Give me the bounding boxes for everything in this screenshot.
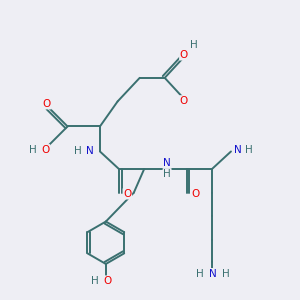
Text: O: O [43, 99, 51, 109]
Text: O: O [103, 276, 111, 286]
Text: O: O [41, 145, 50, 155]
Text: O: O [180, 96, 188, 106]
Text: H: H [163, 169, 171, 179]
Text: H: H [91, 276, 98, 286]
Text: H: H [245, 145, 253, 155]
Text: O: O [123, 189, 131, 199]
Text: N: N [209, 269, 217, 279]
Text: O: O [191, 189, 199, 199]
Text: N: N [235, 145, 242, 155]
Text: H: H [222, 269, 230, 279]
Text: H: H [74, 146, 82, 157]
Text: N: N [163, 158, 171, 168]
Text: H: H [196, 269, 204, 279]
Text: H: H [190, 40, 197, 50]
Text: H: H [29, 145, 37, 155]
Text: O: O [180, 50, 188, 60]
Text: N: N [86, 146, 94, 157]
